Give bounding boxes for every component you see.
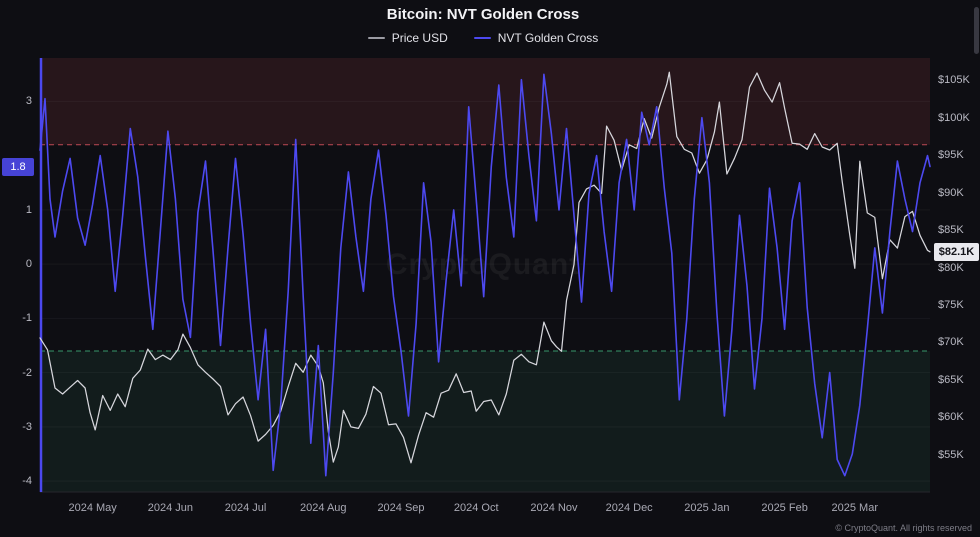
chart-title: Bitcoin: NVT Golden Cross [386, 6, 580, 23]
legend: Price USD NVT Golden Cross [0, 31, 966, 45]
nvt-line-swatch [473, 37, 491, 39]
nvt-line [39, 73, 931, 477]
overbought-zone [40, 58, 930, 145]
vertical-scrollbar-thumb[interactable] [974, 7, 979, 54]
nvt-current-value-badge: 1.8 [2, 157, 34, 176]
legend-item-price-usd[interactable]: Price USD [367, 31, 448, 45]
legend-label-price-usd: Price USD [391, 31, 448, 45]
price-line-swatch [367, 37, 385, 39]
price-current-value-badge: $82.1K [934, 242, 979, 261]
oversold-zone [40, 350, 930, 492]
copyright-footer: © CryptoQuant. All rights reserved [835, 523, 972, 533]
price-line [39, 71, 931, 464]
legend-label-nvt-golden-cross: NVT Golden Cross [497, 31, 599, 45]
legend-item-nvt-golden-cross[interactable]: NVT Golden Cross [473, 31, 599, 45]
